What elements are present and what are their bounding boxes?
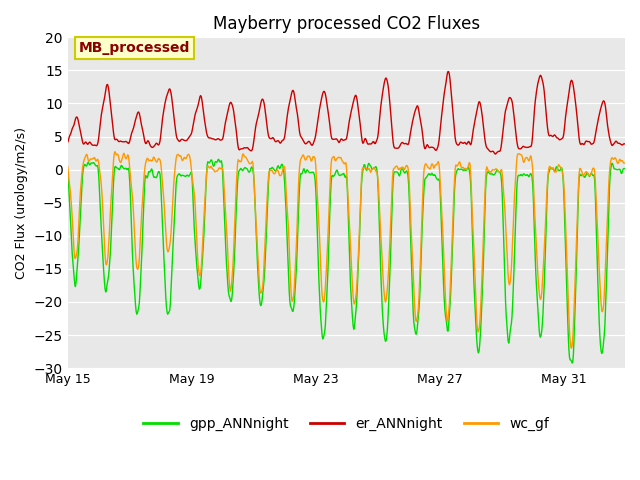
- Y-axis label: CO2 Flux (urology/m2/s): CO2 Flux (urology/m2/s): [15, 127, 28, 279]
- Title: Mayberry processed CO2 Fluxes: Mayberry processed CO2 Fluxes: [212, 15, 480, 33]
- Legend: gpp_ANNnight, er_ANNnight, wc_gf: gpp_ANNnight, er_ANNnight, wc_gf: [138, 411, 555, 437]
- Text: MB_processed: MB_processed: [79, 41, 190, 55]
